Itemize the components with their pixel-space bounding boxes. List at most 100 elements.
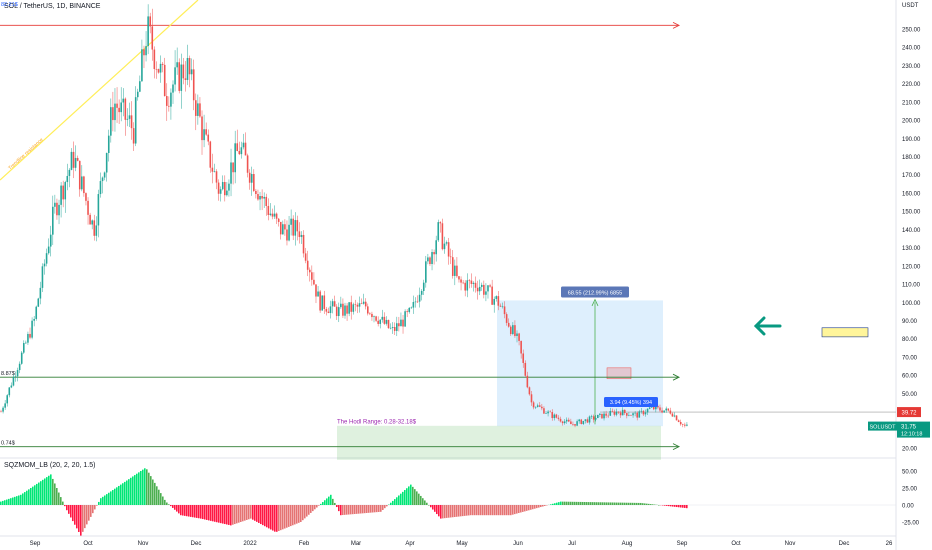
momentum-bar bbox=[152, 479, 154, 505]
indicator-label[interactable]: SQZMOM_LB (20, 2, 20, 1.5) bbox=[4, 462, 96, 469]
momentum-bar bbox=[332, 498, 334, 505]
hodl-range-box[interactable] bbox=[337, 425, 661, 460]
candle bbox=[62, 185, 64, 200]
candle bbox=[22, 343, 25, 353]
momentum-bar bbox=[532, 505, 534, 510]
candle bbox=[201, 116, 203, 141]
candle bbox=[10, 385, 13, 388]
candle bbox=[456, 265, 458, 277]
momentum-bar bbox=[472, 505, 474, 516]
momentum-bar bbox=[626, 502, 628, 505]
momentum-bar bbox=[458, 505, 460, 517]
candle bbox=[331, 301, 334, 307]
momentum-bar bbox=[124, 481, 126, 505]
momentum-bar bbox=[378, 505, 380, 512]
momentum-bar bbox=[216, 505, 218, 523]
candle bbox=[530, 394, 533, 403]
momentum-bar bbox=[184, 505, 186, 516]
momentum-bar bbox=[166, 502, 168, 505]
y-tick-label: 60.00 bbox=[902, 374, 918, 380]
small-risk-box[interactable] bbox=[606, 367, 632, 380]
candle bbox=[671, 413, 674, 417]
momentum-bar bbox=[390, 502, 392, 505]
momentum-bar bbox=[284, 505, 286, 529]
momentum-bar bbox=[454, 505, 456, 518]
candle bbox=[568, 419, 570, 422]
momentum-bar bbox=[424, 500, 426, 505]
momentum-bar bbox=[198, 505, 200, 519]
price-axis-currency[interactable]: USDT bbox=[902, 3, 919, 9]
momentum-bar bbox=[2, 500, 4, 505]
candle bbox=[107, 135, 110, 153]
candle bbox=[350, 302, 353, 312]
candle bbox=[182, 64, 185, 79]
momentum-bar bbox=[34, 485, 36, 505]
candle bbox=[327, 311, 330, 313]
candle bbox=[149, 16, 152, 27]
momentum-bar bbox=[300, 505, 302, 522]
candle bbox=[356, 304, 359, 307]
candle bbox=[632, 413, 634, 416]
candle bbox=[652, 406, 655, 410]
momentum-bar bbox=[392, 500, 394, 505]
momentum-bar bbox=[28, 489, 30, 505]
candle bbox=[35, 306, 38, 319]
candle bbox=[93, 220, 96, 236]
momentum-bar bbox=[52, 478, 54, 505]
momentum-bar bbox=[324, 500, 326, 505]
small-label-box bbox=[604, 396, 658, 407]
target-label-box bbox=[561, 286, 629, 298]
momentum-bar bbox=[38, 482, 40, 505]
candle bbox=[684, 424, 686, 426]
candle bbox=[304, 253, 307, 261]
momentum-bar bbox=[440, 505, 442, 519]
candle bbox=[12, 376, 15, 386]
momentum-bar bbox=[584, 502, 586, 505]
momentum-bar bbox=[116, 487, 118, 505]
candle bbox=[509, 326, 512, 335]
momentum-bar bbox=[578, 501, 580, 505]
x-tick-label: Dec bbox=[191, 541, 202, 547]
momentum-bar bbox=[162, 496, 164, 505]
trendline[interactable] bbox=[0, 0, 199, 181]
momentum-bar bbox=[484, 505, 486, 516]
candle bbox=[217, 182, 220, 194]
momentum-bar bbox=[264, 505, 266, 527]
momentum-bar bbox=[572, 501, 574, 505]
momentum-bar bbox=[420, 495, 422, 505]
target-range-box[interactable] bbox=[497, 300, 663, 427]
candle bbox=[298, 231, 301, 237]
momentum-bar bbox=[462, 505, 464, 517]
candle bbox=[561, 421, 564, 424]
momentum-bar bbox=[494, 505, 496, 516]
momentum-bar bbox=[14, 496, 16, 505]
x-tick-label: Aug bbox=[622, 541, 633, 547]
target-zone-box[interactable] bbox=[821, 327, 869, 338]
momentum-bar bbox=[320, 503, 322, 505]
candle bbox=[261, 196, 263, 199]
momentum-bar bbox=[492, 505, 494, 516]
momentum-bar bbox=[666, 505, 668, 506]
momentum-bar bbox=[78, 505, 80, 532]
candle bbox=[366, 306, 369, 314]
candle bbox=[141, 49, 143, 82]
momentum-bar bbox=[560, 501, 562, 505]
momentum-bar bbox=[176, 505, 178, 512]
candle bbox=[72, 151, 75, 168]
candle bbox=[524, 362, 527, 376]
momentum-bar bbox=[196, 505, 198, 518]
candle bbox=[398, 323, 400, 327]
momentum-bar bbox=[368, 505, 370, 513]
candle bbox=[648, 407, 651, 409]
y-tick-label: 140.00 bbox=[902, 228, 921, 234]
y-tick-label: 130.00 bbox=[902, 246, 921, 252]
candle bbox=[87, 200, 89, 215]
momentum-bar bbox=[364, 505, 366, 514]
candle bbox=[16, 370, 19, 377]
candle bbox=[686, 424, 688, 426]
momentum-bar bbox=[136, 473, 138, 505]
momentum-bar bbox=[220, 505, 222, 524]
y-tick-label: 50.00 bbox=[902, 392, 918, 398]
x-tick-label: Mar bbox=[351, 541, 361, 547]
